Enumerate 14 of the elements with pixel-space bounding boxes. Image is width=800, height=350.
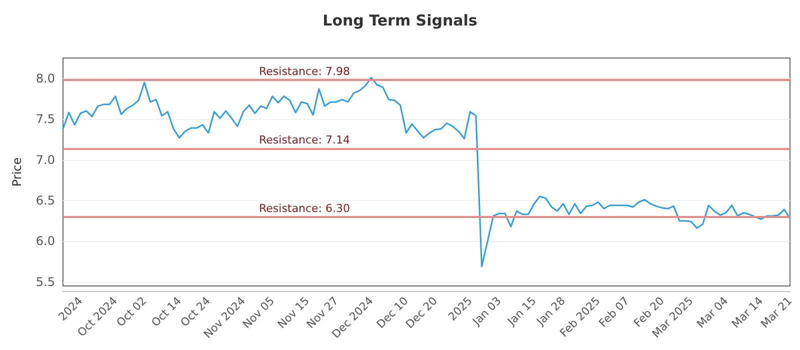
y-tick-label: 7.0	[36, 152, 55, 167]
y-tick-label: 5.5	[36, 274, 55, 289]
y-tick-label: 6.5	[36, 194, 55, 208]
x-tick-label: Mar 04	[694, 294, 731, 331]
line-series	[62, 76, 791, 268]
y-tick-label: 8.0	[36, 71, 55, 86]
y-axis-title: Price	[10, 157, 24, 187]
y-tick-label: 6.0	[36, 234, 55, 248]
x-tick-label: Jan 03	[470, 294, 504, 329]
ref-line-label: Resistance: 6.30	[259, 202, 350, 215]
ref-line-label: Resistance: 7.14	[259, 133, 350, 146]
chart-title: Long Term Signals	[322, 12, 478, 30]
ref-line-label: Resistance: 7.98	[259, 64, 350, 78]
y-tick-label: 7.5	[36, 112, 55, 126]
